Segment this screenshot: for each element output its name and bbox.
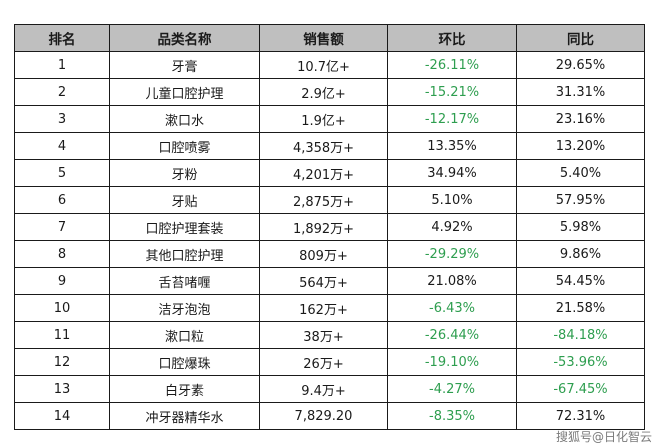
cell-yoy: 13.20%	[516, 132, 645, 160]
cell-mom: -8.35%	[387, 402, 517, 430]
table-body: 1 牙膏 10.7亿+ -26.11% 29.65% 2 儿童口腔护理 2.9亿+ -15.21…	[14, 51, 645, 430]
cell-rank: 4	[14, 132, 110, 160]
cell-sales: 4,201万+	[259, 159, 388, 187]
cell-rank: 3	[14, 105, 110, 133]
cell-mom: 13.35%	[387, 132, 517, 160]
cell-category: 牙膏	[109, 51, 260, 79]
table-row: 11 漱口粒 38万+ -26.44% -84.18%	[14, 321, 645, 349]
table-row: 10 洁牙泡泡 162万+ -6.43% 21.58%	[14, 294, 645, 322]
ranking-table-container: 排名 品类名称 销售额 环比 同比 1 牙膏 10.7亿+ -26.11% 29.65%…	[14, 24, 645, 430]
cell-rank: 14	[14, 402, 110, 430]
cell-category: 牙贴	[109, 186, 260, 214]
cell-yoy: 5.98%	[516, 213, 645, 241]
cell-yoy: 31.31%	[516, 78, 645, 106]
table-row: 5 牙粉 4,201万+ 34.94% 5.40%	[14, 159, 645, 187]
header-yoy: 同比	[516, 24, 645, 52]
cell-sales: 1,892万+	[259, 213, 388, 241]
cell-rank: 8	[14, 240, 110, 268]
cell-yoy: 21.58%	[516, 294, 645, 322]
watermark-text: 搜狐号@日化智云	[555, 430, 652, 444]
cell-rank: 7	[14, 213, 110, 241]
header-category: 品类名称	[109, 24, 260, 52]
cell-mom: -19.10%	[387, 348, 517, 376]
cell-sales: 809万+	[259, 240, 388, 268]
cell-mom: -15.21%	[387, 78, 517, 106]
table-row: 3 漱口水 1.9亿+ -12.17% 23.16%	[14, 105, 645, 133]
category-sales-table: 排名 品类名称 销售额 环比 同比 1 牙膏 10.7亿+ -26.11% 29.65%…	[14, 24, 645, 430]
cell-category: 舌苔啫喱	[109, 267, 260, 295]
cell-yoy: -53.96%	[516, 348, 645, 376]
table-header-row: 排名 品类名称 销售额 环比 同比	[14, 24, 645, 52]
cell-mom: -6.43%	[387, 294, 517, 322]
cell-category: 其他口腔护理	[109, 240, 260, 268]
table-row: 14 冲牙器精华水 7,829.20 -8.35% 72.31%	[14, 402, 645, 430]
cell-yoy: 29.65%	[516, 51, 645, 79]
cell-sales: 2.9亿+	[259, 78, 388, 106]
cell-mom: -29.29%	[387, 240, 517, 268]
cell-yoy: 9.86%	[516, 240, 645, 268]
cell-yoy: 23.16%	[516, 105, 645, 133]
cell-yoy: 5.40%	[516, 159, 645, 187]
cell-category: 冲牙器精华水	[109, 402, 260, 430]
cell-yoy: 54.45%	[516, 267, 645, 295]
table-row: 8 其他口腔护理 809万+ -29.29% 9.86%	[14, 240, 645, 268]
cell-sales: 2,875万+	[259, 186, 388, 214]
cell-sales: 26万+	[259, 348, 388, 376]
cell-sales: 10.7亿+	[259, 51, 388, 79]
cell-mom: 21.08%	[387, 267, 517, 295]
cell-mom: 34.94%	[387, 159, 517, 187]
cell-sales: 7,829.20	[259, 402, 388, 430]
cell-category: 儿童口腔护理	[109, 78, 260, 106]
header-rank: 排名	[14, 24, 110, 52]
table-row: 7 口腔护理套装 1,892万+ 4.92% 5.98%	[14, 213, 645, 241]
cell-yoy: -67.45%	[516, 375, 645, 403]
cell-sales: 9.4万+	[259, 375, 388, 403]
cell-yoy: -84.18%	[516, 321, 645, 349]
cell-mom: -26.11%	[387, 51, 517, 79]
table-row: 2 儿童口腔护理 2.9亿+ -15.21% 31.31%	[14, 78, 645, 106]
cell-rank: 10	[14, 294, 110, 322]
cell-rank: 1	[14, 51, 110, 79]
cell-sales: 564万+	[259, 267, 388, 295]
cell-mom: -4.27%	[387, 375, 517, 403]
cell-category: 口腔爆珠	[109, 348, 260, 376]
cell-sales: 4,358万+	[259, 132, 388, 160]
cell-yoy: 72.31%	[516, 402, 645, 430]
cell-mom: -26.44%	[387, 321, 517, 349]
table-row: 6 牙贴 2,875万+ 5.10% 57.95%	[14, 186, 645, 214]
header-sales: 销售额	[259, 24, 388, 52]
cell-yoy: 57.95%	[516, 186, 645, 214]
cell-category: 口腔护理套装	[109, 213, 260, 241]
cell-category: 漱口粒	[109, 321, 260, 349]
cell-rank: 13	[14, 375, 110, 403]
cell-rank: 2	[14, 78, 110, 106]
cell-sales: 38万+	[259, 321, 388, 349]
header-mom: 环比	[387, 24, 517, 52]
cell-category: 牙粉	[109, 159, 260, 187]
cell-rank: 12	[14, 348, 110, 376]
table-row: 13 白牙素 9.4万+ -4.27% -67.45%	[14, 375, 645, 403]
table-row: 9 舌苔啫喱 564万+ 21.08% 54.45%	[14, 267, 645, 295]
cell-rank: 5	[14, 159, 110, 187]
cell-rank: 6	[14, 186, 110, 214]
cell-sales: 162万+	[259, 294, 388, 322]
cell-mom: 5.10%	[387, 186, 517, 214]
cell-category: 白牙素	[109, 375, 260, 403]
cell-mom: 4.92%	[387, 213, 517, 241]
cell-category: 洁牙泡泡	[109, 294, 260, 322]
cell-category: 口腔喷雾	[109, 132, 260, 160]
table-row: 12 口腔爆珠 26万+ -19.10% -53.96%	[14, 348, 645, 376]
table-row: 4 口腔喷雾 4,358万+ 13.35% 13.20%	[14, 132, 645, 160]
table-row: 1 牙膏 10.7亿+ -26.11% 29.65%	[14, 51, 645, 79]
cell-mom: -12.17%	[387, 105, 517, 133]
cell-sales: 1.9亿+	[259, 105, 388, 133]
cell-rank: 9	[14, 267, 110, 295]
cell-category: 漱口水	[109, 105, 260, 133]
cell-rank: 11	[14, 321, 110, 349]
